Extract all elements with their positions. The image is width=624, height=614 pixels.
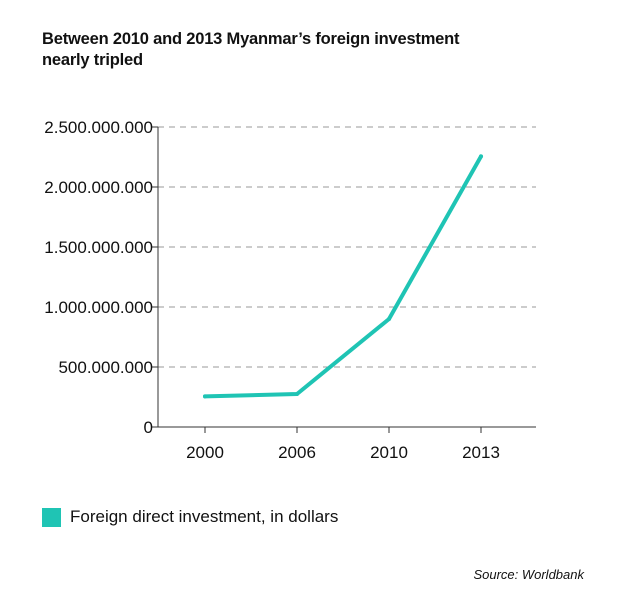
chart-title-line-1: Between 2010 and 2013 Myanmar’s foreign …	[42, 30, 460, 48]
gridlines	[158, 126, 536, 368]
legend: Foreign direct investment, in dollars	[42, 507, 338, 527]
x-tick-label: 2006	[278, 443, 316, 462]
y-tick-label: 1.000.000.000	[44, 298, 153, 317]
data-point	[387, 317, 391, 321]
y-tick-label: 1.500.000.000	[44, 238, 153, 257]
series	[203, 154, 483, 399]
y-tick-label: 2.000.000.000	[44, 178, 153, 197]
chart-title-line-2: nearly tripled	[42, 51, 143, 69]
axes	[152, 126, 536, 433]
x-axis-tick-labels: 2000 2006 2010 2013	[186, 443, 500, 462]
y-tick-label: 0	[144, 418, 153, 437]
legend-swatch	[42, 507, 61, 527]
x-tick-label: 2010	[370, 443, 408, 462]
legend-label: Foreign direct investment, in dollars	[70, 507, 339, 526]
y-tick-label: 500.000.000	[58, 358, 153, 377]
source-note: Source: Worldbank	[473, 567, 584, 582]
data-point	[479, 154, 483, 159]
y-axis-tick-labels: 0 500.000.000 1.000.000.000 1.500.000.000 2.…	[44, 118, 153, 437]
data-point	[203, 394, 207, 399]
y-tick-label: 2.500.000.000	[44, 118, 153, 137]
x-tick-label: 2000	[186, 443, 224, 462]
series-line	[203, 154, 483, 399]
data-point	[295, 392, 299, 396]
chart-title: Between 2010 and 2013 Myanmar’s foreign …	[42, 29, 562, 71]
x-tick-label: 2013	[462, 443, 500, 462]
